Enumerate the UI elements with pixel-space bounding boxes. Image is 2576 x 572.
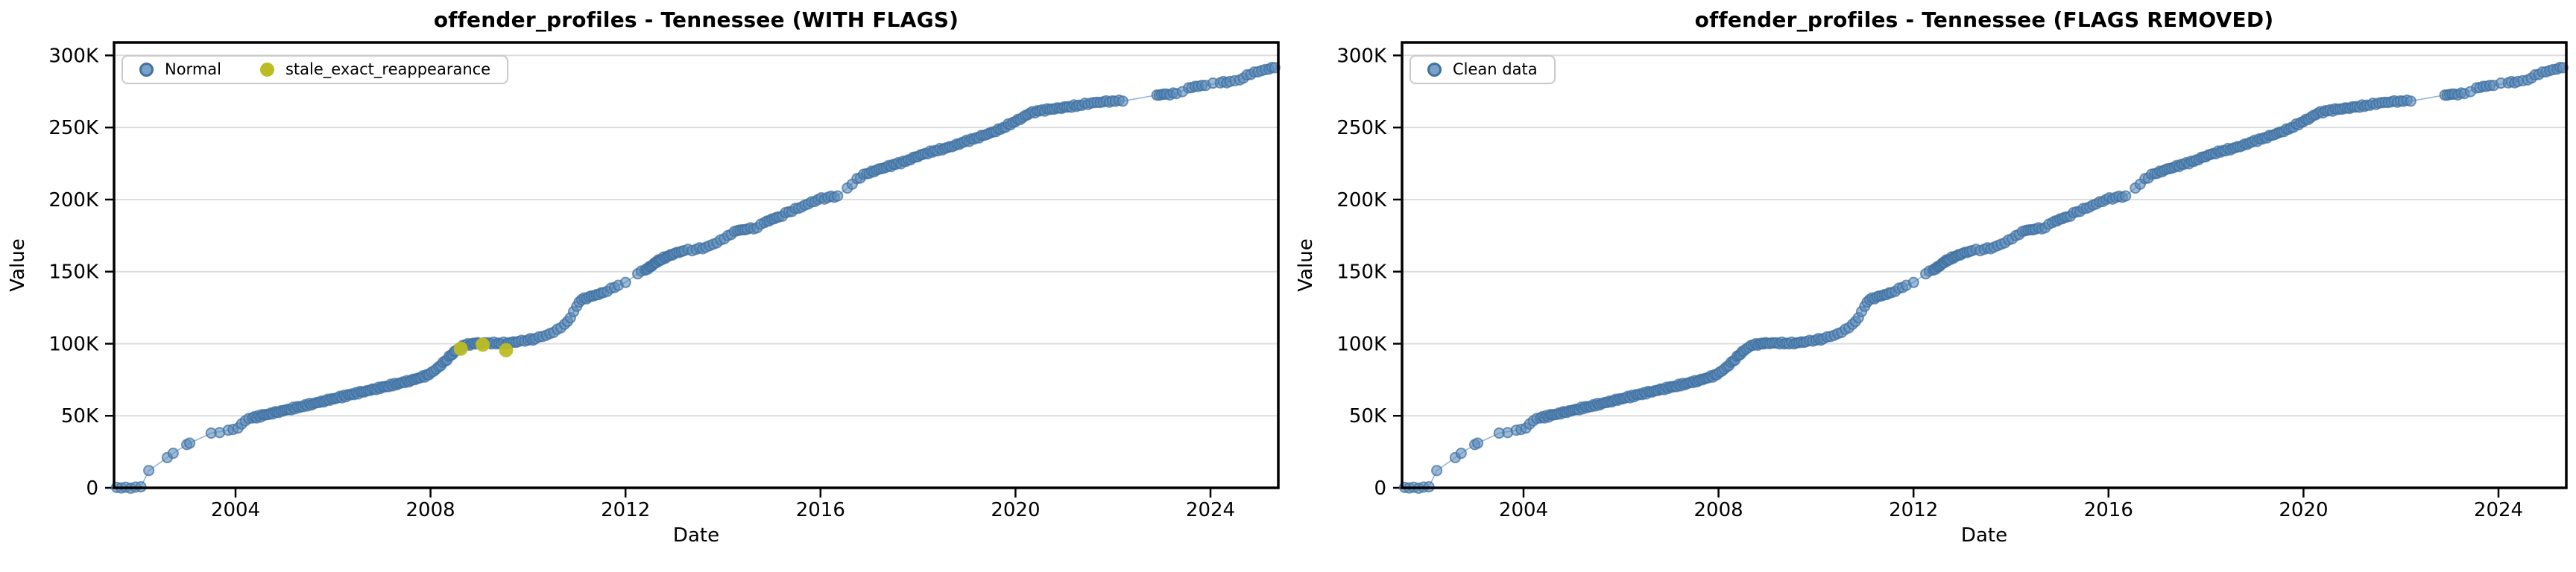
scatter-point [1907, 276, 1919, 288]
scatter-point [1455, 448, 1467, 460]
scatter-plot: 2004 2008 2012 2016 2020 2024 0 50K 100K 150K 200K… [1336, 41, 2569, 521]
scatter-plot: 2004 2008 2012 2016 2020 2024 0 50K 100K 150K 200K… [48, 41, 1281, 521]
x-tick-label: 2020 [2279, 499, 2328, 521]
scatter-point [2405, 95, 2416, 107]
x-tick-label: 2012 [601, 499, 650, 521]
y-tick-label: 50K [1349, 405, 1387, 428]
chart-panel-flags-removed: offender_profiles - Tennessee (FLAGS REM… [1288, 0, 2576, 572]
scatter-point [1431, 465, 1443, 477]
flagged-point [476, 337, 490, 352]
y-tick-label: 200K [1336, 189, 1387, 212]
x-tick-label: 2008 [406, 499, 455, 521]
x-tick-label: 2024 [1186, 499, 1235, 521]
scatter-point [183, 437, 196, 449]
legend-item: Normal [139, 62, 221, 77]
scatter-point [1117, 95, 1128, 107]
y-tick-label: 300K [48, 45, 99, 67]
axes-spines [113, 41, 1280, 489]
legend-item: stale_exact_reappearance [259, 60, 491, 78]
y-tick-label: 250K [1336, 117, 1387, 139]
y-tick-label: 200K [48, 189, 99, 212]
legend: Clean data [1409, 55, 1556, 84]
axes-spines [1401, 41, 2568, 489]
legend: Normal stale_exact_reappearance [121, 55, 509, 84]
scatter-point [143, 465, 155, 477]
x-tick-label: 2012 [1889, 499, 1938, 521]
x-tick-label: 2016 [2084, 499, 2133, 521]
chart-title: offender_profiles - Tennessee (WITH FLAG… [433, 7, 959, 32]
y-tick-label: 0 [86, 477, 98, 500]
y-tick-label: 100K [48, 333, 99, 355]
x-tick-label: 2008 [1694, 499, 1743, 521]
chart-panel-with-flags: offender_profiles - Tennessee (WITH FLAG… [7, 7, 1281, 547]
series-line [1404, 67, 2563, 489]
scatter-series [1398, 62, 2569, 495]
x-axis-label: Date [1960, 524, 2008, 547]
x-tick-label: 2004 [1499, 499, 1548, 521]
legend-item: Clean data [1427, 62, 1538, 77]
y-tick-label: 300K [1336, 45, 1387, 67]
scatter-point [2120, 190, 2132, 202]
flag-marker-icon [259, 63, 274, 77]
y-tick-label: 150K [1336, 261, 1387, 284]
y-tick-label: 50K [61, 405, 99, 428]
x-tick-label: 2016 [796, 499, 845, 521]
x-tick-label: 2020 [991, 499, 1040, 521]
normal-marker-icon [139, 63, 154, 77]
y-tick-label: 100K [1336, 333, 1387, 355]
flagged-series [453, 337, 514, 358]
chart-title: offender_profiles - Tennessee (FLAGS REM… [1694, 7, 2274, 32]
scatter-point [619, 276, 631, 288]
normal-marker-icon [1427, 63, 1442, 77]
legend-label: Normal [165, 60, 221, 78]
y-tick-label: 150K [48, 261, 99, 284]
flagged-point [499, 343, 514, 358]
scatter-point [832, 190, 844, 202]
legend-label: Clean data [1453, 60, 1538, 78]
series-line [116, 67, 1275, 489]
scatter-point [167, 448, 179, 460]
flagged-point [453, 341, 468, 356]
x-axis-label: Date [672, 524, 720, 547]
y-tick-label: 0 [1374, 477, 1386, 500]
y-tick-label: 250K [48, 117, 99, 139]
legend-label: stale_exact_reappearance [285, 60, 491, 78]
scatter-series [110, 62, 1281, 495]
x-tick-label: 2004 [211, 499, 260, 521]
x-tick-label: 2024 [2474, 499, 2523, 521]
scatter-point [1471, 437, 1484, 449]
